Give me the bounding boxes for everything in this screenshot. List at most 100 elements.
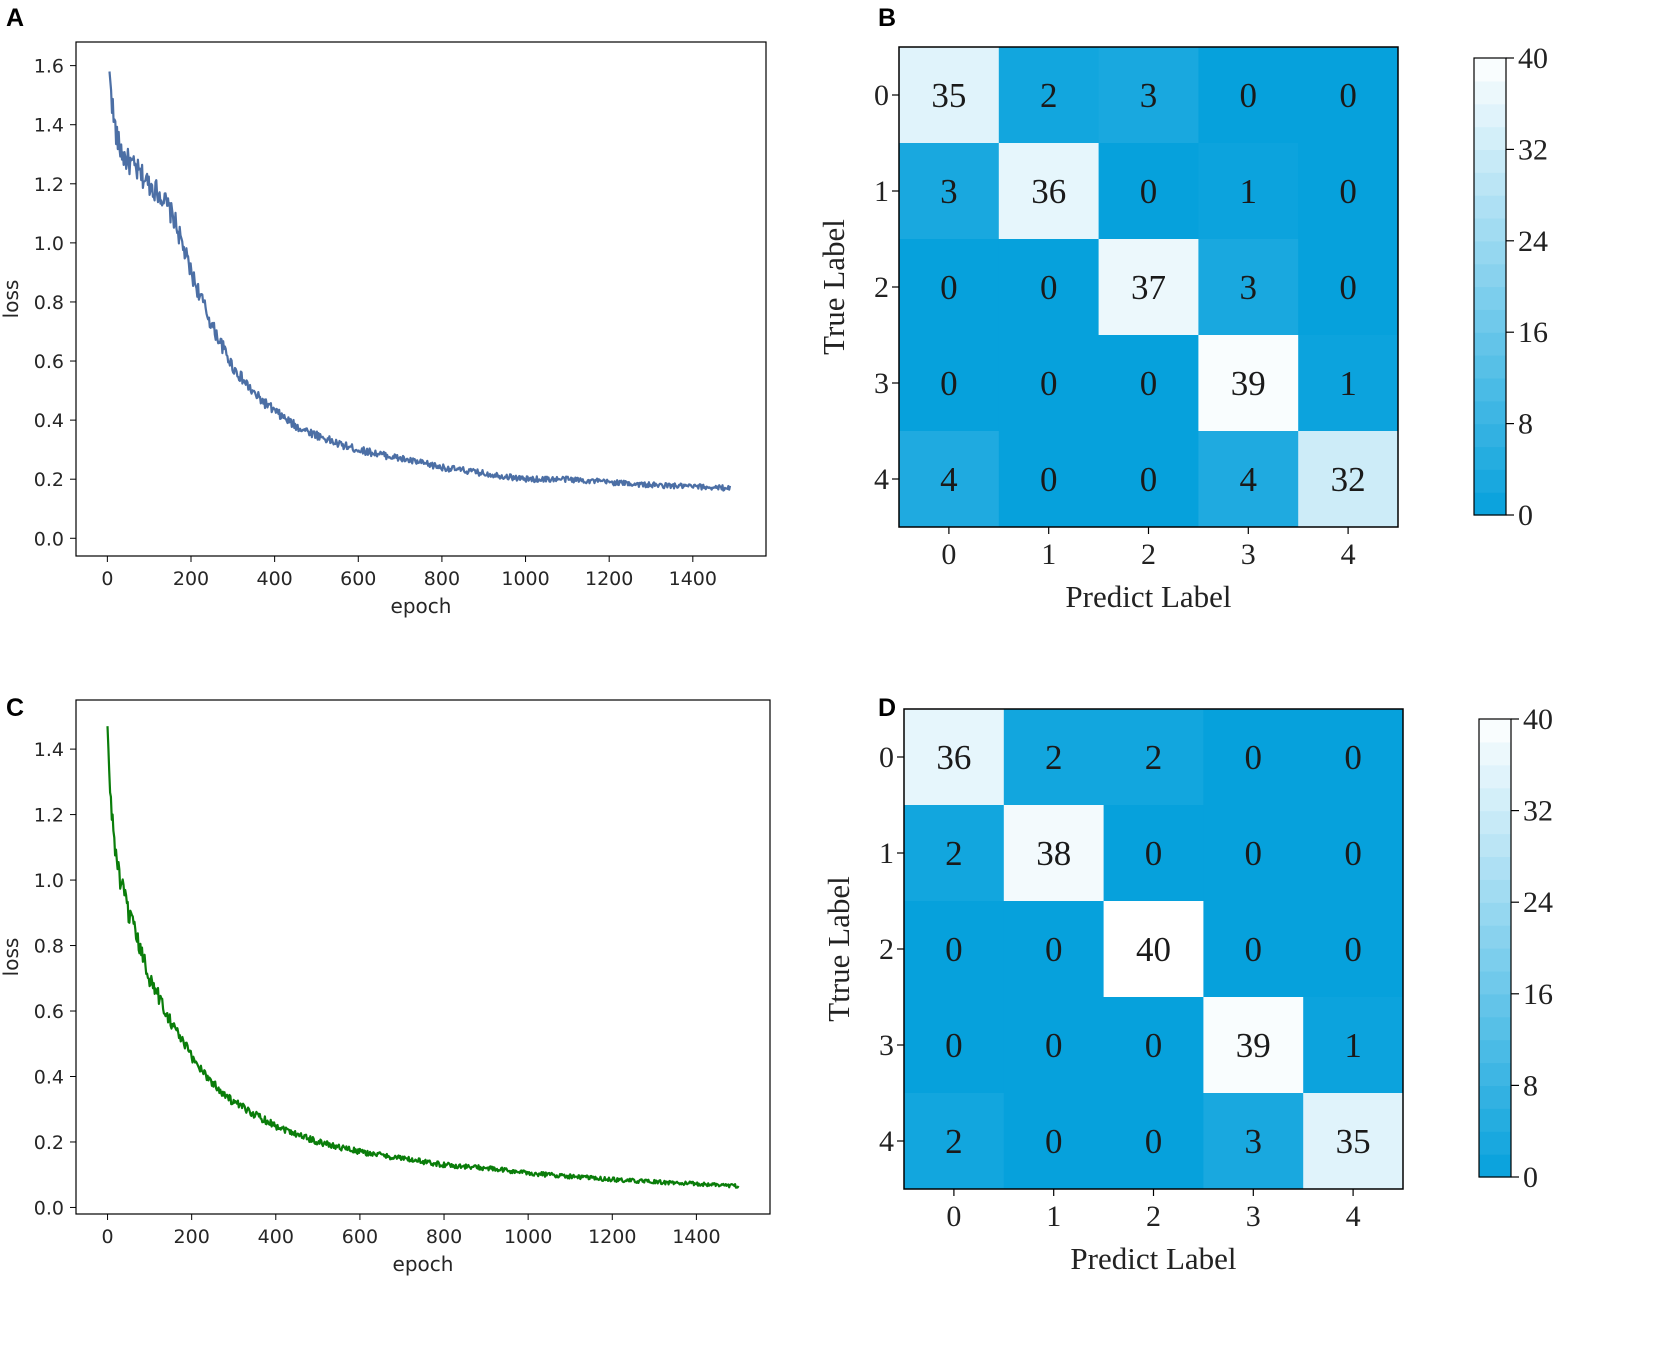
loss-chart-a: 0 200 400 600 800 1000 1200 1400 0.0 0.2 0.4 0.6 0.8… [0, 41, 767, 618]
matrix-cell-d [1303, 1093, 1404, 1190]
matrix-cell-d [1303, 997, 1404, 1094]
y-axis-label-c: loss [0, 938, 23, 977]
y-tick-label-a: 0.6 [34, 351, 64, 373]
colorbar-band-d [1479, 993, 1511, 1018]
colorbar-band-d [1479, 1108, 1511, 1132]
y-tick-label-c: 0.0 [34, 1197, 64, 1219]
matrix-cell-b [1198, 431, 1299, 528]
cell-value-b: 1 [1339, 364, 1357, 403]
x-tick-label-a: 0 [101, 568, 113, 590]
matrix-cell-b [899, 239, 1000, 336]
cell-value-d: 0 [1045, 930, 1063, 969]
x-tick-label-c: 400 [258, 1226, 294, 1248]
cell-value-d: 0 [1344, 930, 1362, 969]
cell-value-d: 2 [945, 834, 963, 873]
cell-value-d: 0 [1245, 930, 1263, 969]
colorbar-band-d [1479, 719, 1511, 743]
matrix-cell-b [998, 47, 1100, 144]
cell-value-b: 0 [1339, 76, 1357, 115]
x-tick-label-a: 1000 [501, 568, 549, 590]
y-tick-label-b: 1 [874, 175, 889, 208]
confusion-matrix-b: 35 2 3 0 03 36 0 1 00 0 37 3 00 0 0 39 14 0 0 4 320 1 2 3 401234… [816, 42, 1548, 614]
y-tick-label-a: 0.8 [34, 292, 64, 314]
matrix-cell-b [1098, 143, 1199, 240]
cell-value-d: 0 [1145, 834, 1163, 873]
y-tick-label-c: 1.0 [34, 870, 64, 892]
colorbar-band-d [1479, 810, 1511, 835]
matrix-cell-d [1103, 901, 1204, 998]
cell-value-b: 0 [940, 268, 958, 307]
colorbar-tick-label-d: 40 [1523, 703, 1553, 736]
x-tick-label-c: 800 [426, 1226, 462, 1248]
cell-value-b: 0 [940, 364, 958, 403]
colorbar-band-d [1479, 764, 1511, 789]
cell-value-b: 4 [940, 460, 958, 499]
x-tick-label-d: 0 [946, 1200, 961, 1233]
cell-value-b: 3 [940, 172, 958, 211]
matrix-cell-b [998, 239, 1100, 336]
colorbar-band-d [1479, 833, 1511, 857]
x-tick-label-c: 600 [342, 1226, 378, 1248]
y-tick-label-c: 0.2 [34, 1132, 64, 1154]
colorbar-band-b [1474, 332, 1506, 356]
loss-line-a [108, 71, 732, 492]
matrix-cell-d [1103, 805, 1204, 902]
matrix-cell-d [1203, 901, 1304, 998]
x-tick-label-b: 0 [941, 538, 956, 571]
y-tick-label-a: 1.6 [34, 56, 64, 78]
cell-value-d: 36 [936, 738, 971, 777]
colorbar-band-d [1479, 902, 1511, 926]
y-tick-label-c: 1.2 [34, 805, 64, 827]
x-tick-label-d: 2 [1146, 1200, 1161, 1233]
colorbar-tick-label-b: 0 [1518, 499, 1533, 532]
matrix-cell-b [1198, 143, 1299, 240]
colorbar-band-d [1479, 1154, 1511, 1178]
y-tick-label-a: 0.2 [34, 469, 64, 491]
x-tick-label-a: 800 [424, 568, 460, 590]
cell-value-b: 3 [1240, 268, 1258, 307]
matrix-cell-b [1098, 239, 1199, 336]
cell-value-b: 37 [1131, 268, 1166, 307]
colorbar-tick-label-d: 24 [1523, 886, 1553, 919]
x-tick-label-a: 200 [173, 568, 209, 590]
colorbar-tick-label-d: 32 [1523, 795, 1553, 828]
colorbar-band-b [1474, 286, 1506, 310]
y-tick-label-c: 1.4 [34, 739, 64, 761]
matrix-cell-b [1098, 431, 1199, 528]
cell-value-b: 0 [1040, 268, 1058, 307]
matrix-cell-b [998, 143, 1100, 240]
colorbar-band-d [1479, 787, 1511, 812]
matrix-cell-b [1198, 335, 1299, 432]
matrix-cell-d [1103, 997, 1204, 1094]
colorbar-band-b [1474, 400, 1506, 425]
colorbar-band-b [1474, 195, 1506, 219]
y-tick-label-b: 2 [874, 271, 889, 304]
matrix-cell-b [1098, 47, 1199, 144]
cell-value-d: 39 [1236, 1026, 1271, 1065]
matrix-cell-d [1203, 1093, 1304, 1190]
matrix-cell-b [1198, 47, 1299, 144]
y-tick-label-d: 0 [879, 741, 894, 774]
colorbar-band-d [1479, 879, 1511, 903]
panel-letter-d: D [878, 694, 896, 722]
x-tick-label-c: 1000 [504, 1226, 552, 1248]
matrix-cell-d [1303, 805, 1404, 902]
colorbar-band-b [1474, 126, 1506, 150]
y-tick-label-a: 0.4 [34, 410, 64, 432]
cell-value-b: 0 [1140, 364, 1158, 403]
x-tick-label-b: 3 [1241, 538, 1256, 571]
colorbar-band-d [1479, 1131, 1511, 1155]
cell-value-b: 35 [931, 76, 966, 115]
colorbar-band-b [1474, 240, 1506, 265]
colorbar-band-b [1474, 149, 1506, 173]
y-tick-label-a: 1.0 [34, 233, 64, 255]
x-tick-label-c: 1200 [588, 1226, 636, 1248]
cell-value-d: 35 [1336, 1122, 1371, 1161]
colorbar-band-b [1474, 309, 1506, 333]
x-tick-label-b: 1 [1041, 538, 1056, 571]
matrix-cell-d [1203, 805, 1304, 902]
cell-value-d: 0 [1045, 1026, 1063, 1065]
matrix-cell-b [1298, 431, 1399, 528]
matrix-cell-b [998, 431, 1100, 528]
colorbar-band-d [1479, 970, 1511, 995]
